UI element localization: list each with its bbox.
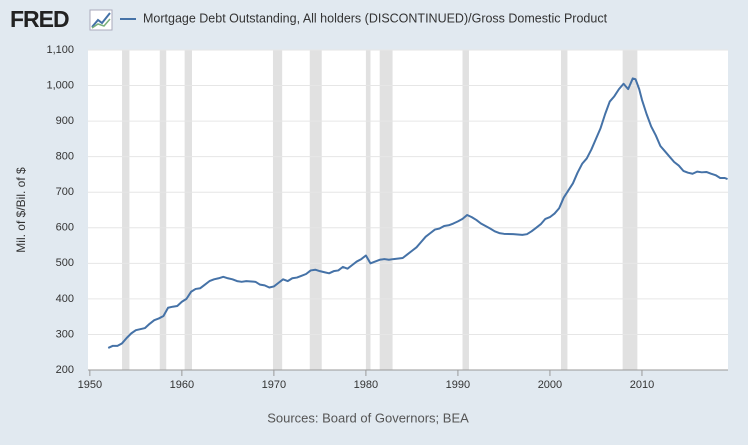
y-tick-label: 1,100 — [46, 44, 74, 56]
legend-label: Mortgage Debt Outstanding, All holders (… — [143, 11, 608, 25]
x-tick-label: 1980 — [354, 379, 378, 391]
logo[interactable]: FRED — [10, 6, 70, 32]
y-tick-label: 900 — [56, 115, 74, 127]
x-tick-label: 1970 — [262, 379, 286, 391]
y-tick-label: 800 — [56, 151, 74, 163]
recession-band — [159, 50, 167, 370]
plot-area — [88, 50, 728, 370]
recession-band — [184, 50, 192, 370]
x-tick-label: 1990 — [446, 379, 470, 391]
recession-band — [272, 50, 283, 370]
x-tick-label: 1960 — [170, 379, 194, 391]
x-tick-label: 2010 — [630, 379, 654, 391]
y-tick-label: 700 — [56, 186, 74, 198]
y-tick-label: 400 — [56, 293, 74, 305]
y-tick-label: 600 — [56, 222, 74, 234]
y-tick-label: 200 — [56, 364, 74, 376]
recession-band — [365, 50, 371, 370]
recession-band — [122, 50, 130, 370]
recession-band — [462, 50, 469, 370]
y-tick-label: 300 — [56, 328, 74, 340]
y-tick-label: 1,000 — [46, 79, 74, 91]
recession-band — [622, 50, 638, 370]
series-line — [107, 77, 728, 349]
x-tick-label: 1950 — [78, 379, 102, 391]
recession-band — [379, 50, 393, 370]
y-tick-label: 500 — [56, 257, 74, 269]
source: Sources: Board of Governors; BEA — [267, 410, 469, 425]
x-tick-label: 2000 — [538, 379, 562, 391]
logo-icon — [89, 9, 113, 31]
y-axis-label: Mil. of $/Bil. of $ — [14, 167, 28, 253]
recession-band — [560, 50, 568, 370]
recession-band — [309, 50, 322, 370]
